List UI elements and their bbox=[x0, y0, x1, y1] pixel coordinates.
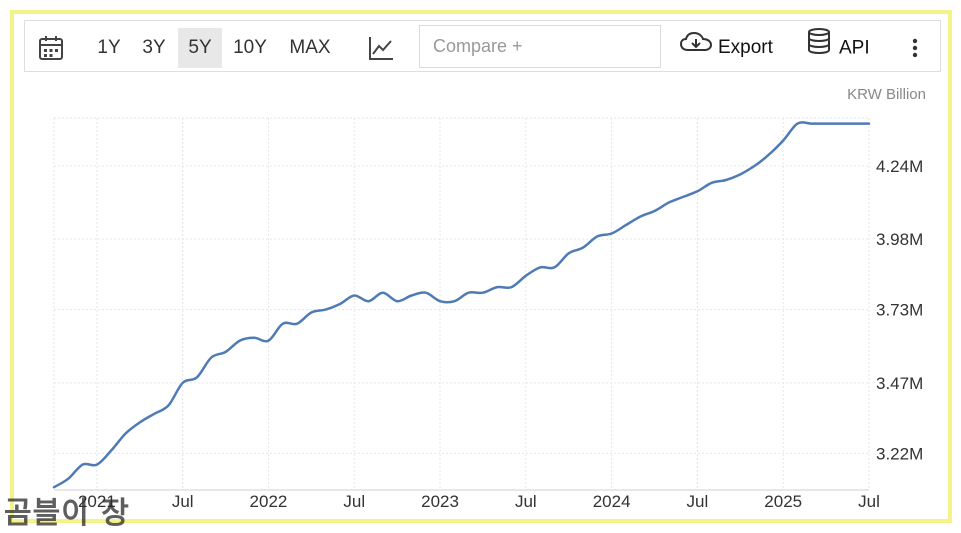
y-tick-label: 3.22M bbox=[876, 444, 923, 463]
calendar-icon[interactable] bbox=[35, 28, 67, 68]
y-axis: 3.22M 3.47M 3.73M 3.98M 4.24M bbox=[876, 157, 923, 463]
cloud-download-icon bbox=[679, 28, 713, 68]
range-1y-button[interactable]: 1Y bbox=[97, 37, 121, 58]
line-chart-icon[interactable] bbox=[365, 28, 397, 68]
x-tick-label: 2021 bbox=[78, 492, 116, 511]
x-tick-label: Jul bbox=[858, 492, 880, 511]
compare-input[interactable]: Compare + bbox=[419, 25, 661, 68]
y-tick-label: 4.24M bbox=[876, 157, 923, 176]
x-tick-label: Jul bbox=[343, 492, 365, 511]
chart-toolbar: 1Y 3Y 5Y 10Y MAX Compare + Export API bbox=[24, 20, 941, 72]
more-vertical-icon[interactable] bbox=[903, 28, 927, 68]
export-label: Export bbox=[718, 37, 773, 59]
series-line bbox=[52, 121, 871, 489]
y-tick-label: 3.73M bbox=[876, 301, 923, 320]
api-label: API bbox=[839, 37, 870, 59]
chart-grid bbox=[53, 117, 870, 490]
unit-label: KRW Billion bbox=[847, 86, 926, 103]
range-10y-button[interactable]: 10Y bbox=[233, 37, 267, 58]
x-tick-label: 2022 bbox=[250, 492, 288, 511]
range-3y-button[interactable]: 3Y bbox=[142, 37, 166, 58]
api-button[interactable]: API bbox=[807, 28, 877, 68]
range-5y-button[interactable]: 5Y bbox=[178, 28, 222, 68]
x-tick-label: 2023 bbox=[421, 492, 459, 511]
x-tick-label: 2024 bbox=[593, 492, 631, 511]
y-tick-label: 3.98M bbox=[876, 230, 923, 249]
x-tick-label: Jul bbox=[515, 492, 537, 511]
range-max-button[interactable]: MAX bbox=[289, 37, 331, 58]
x-tick-label: Jul bbox=[687, 492, 709, 511]
chart-frame bbox=[10, 10, 952, 523]
watermark-text: 곰블이 장 bbox=[4, 496, 130, 531]
export-button[interactable]: Export bbox=[679, 28, 782, 68]
x-tick-label: Jul bbox=[172, 492, 194, 511]
database-icon bbox=[807, 28, 831, 69]
y-tick-label: 3.47M bbox=[876, 374, 923, 393]
x-tick-label: 2025 bbox=[764, 492, 802, 511]
x-axis: 2021 Jul 2022 Jul 2023 Jul 2024 Jul 2025 Jul bbox=[54, 489, 880, 511]
